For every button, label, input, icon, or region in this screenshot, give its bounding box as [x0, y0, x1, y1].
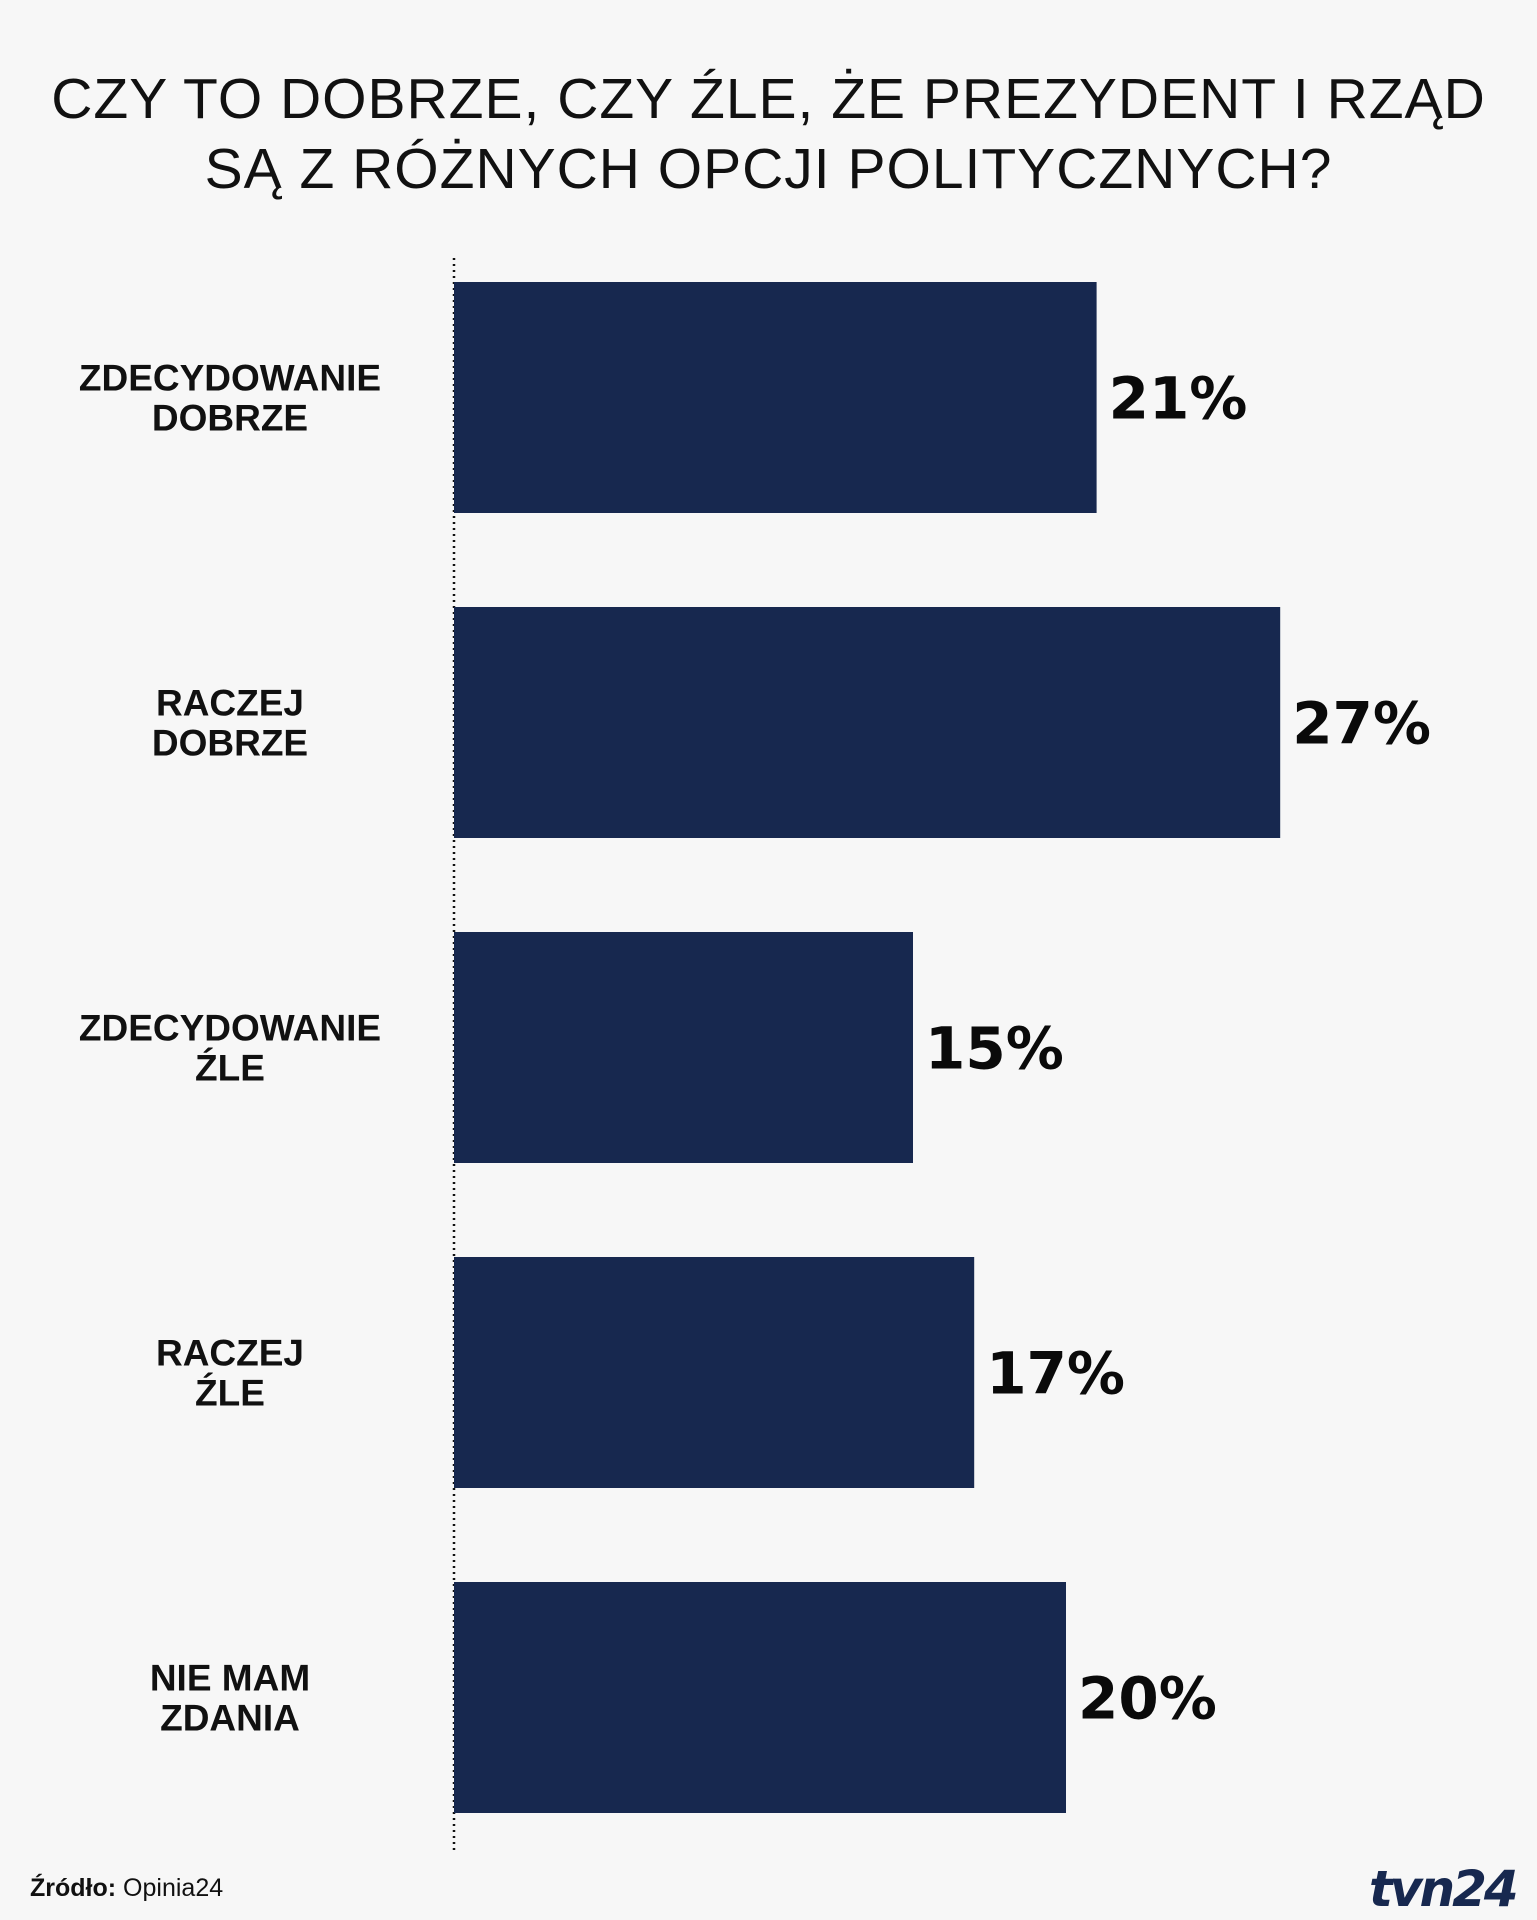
category-label-4-line-1: NIE MAM — [150, 1658, 310, 1699]
chart-title: CZY TO DOBRZE, CZY ŹLE, ŻE PREZYDENT I R… — [0, 64, 1537, 204]
bar-0 — [454, 282, 1097, 513]
category-label-0-line-2: DOBRZE — [152, 398, 308, 439]
category-label-4-line-2: ZDANIA — [160, 1698, 300, 1739]
chart-title-line-1: CZY TO DOBRZE, CZY ŹLE, ŻE PREZYDENT I R… — [51, 67, 1486, 131]
value-label-2: 15% — [925, 1015, 1064, 1083]
category-label-3-line-2: ŹLE — [195, 1373, 265, 1414]
value-label-1: 27% — [1292, 690, 1431, 758]
tvn24-logo: tvn24 — [1369, 1860, 1519, 1918]
category-label-2-line-1: ZDECYDOWANIE — [79, 1008, 381, 1049]
bar-4 — [454, 1582, 1066, 1813]
chart-title-line-2: SĄ Z RÓŻNYCH OPCJI POLITYCZNYCH? — [204, 137, 1333, 201]
value-label-4: 20% — [1078, 1665, 1217, 1733]
source-label: Źródło: — [30, 1874, 117, 1902]
value-label-0: 21% — [1109, 365, 1248, 433]
value-label-3: 17% — [986, 1340, 1125, 1408]
bar-2 — [454, 932, 913, 1163]
category-label-2-line-2: ŹLE — [195, 1048, 265, 1089]
bar-1 — [454, 607, 1281, 838]
category-label-0-line-1: ZDECYDOWANIE — [79, 358, 381, 399]
category-label-3-line-1: RACZEJ — [156, 1333, 304, 1374]
source-note: Źródło: Opinia24 — [30, 1874, 223, 1903]
category-label-1-line-2: DOBRZE — [152, 723, 308, 764]
bar-3 — [454, 1257, 975, 1488]
source-value: Opinia24 — [123, 1874, 224, 1902]
category-label-1-line-1: RACZEJ — [156, 683, 304, 724]
